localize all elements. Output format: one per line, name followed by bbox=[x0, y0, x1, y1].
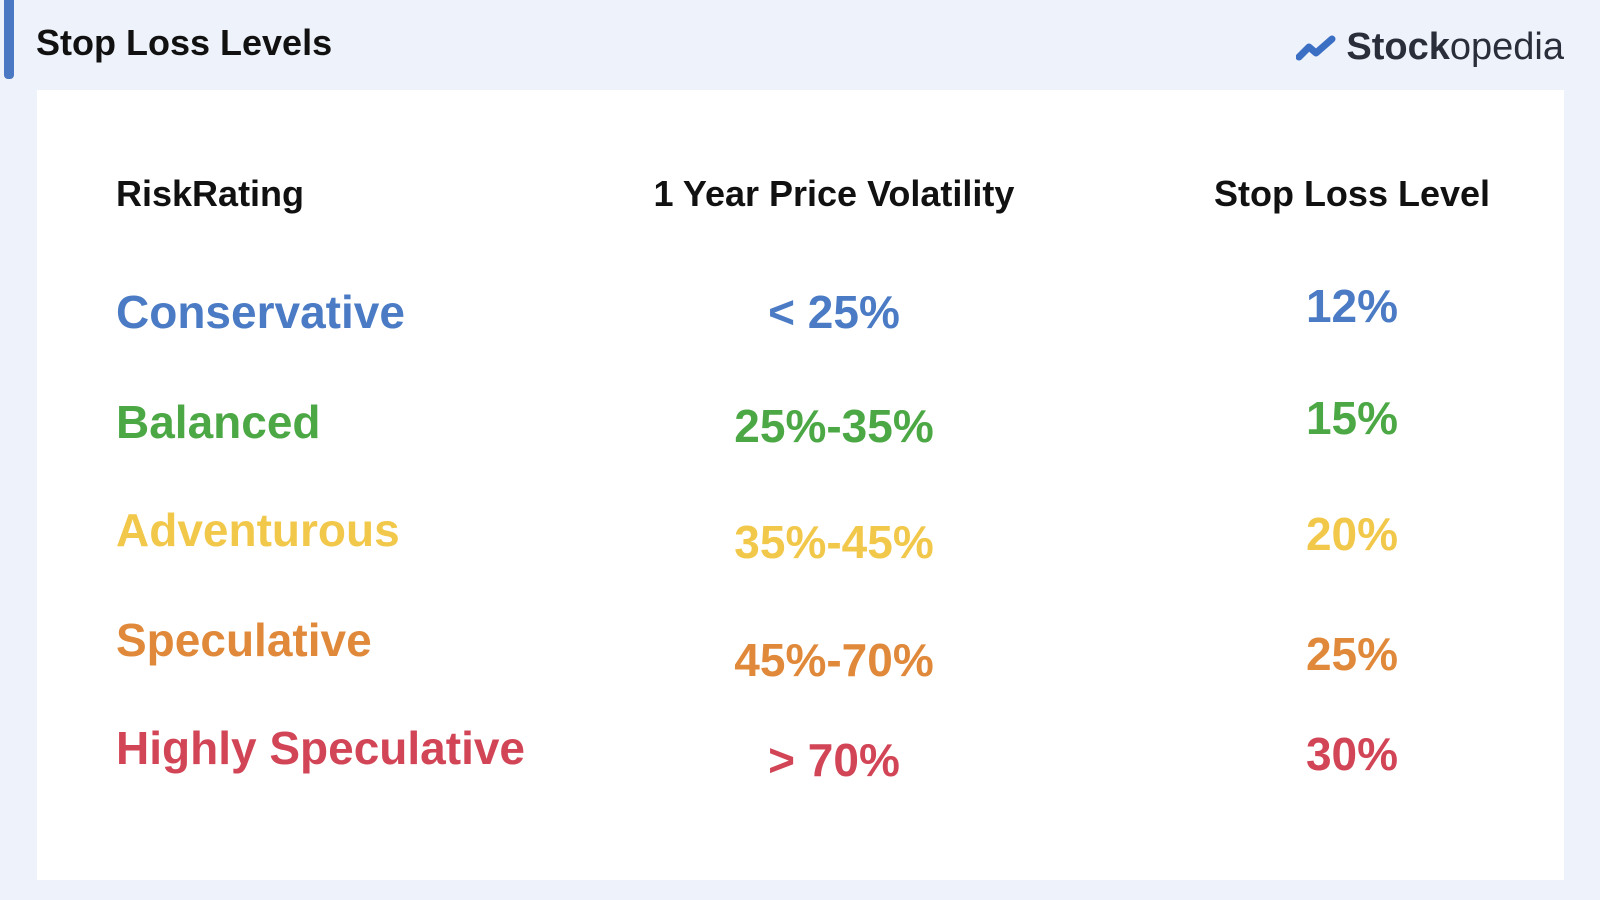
brand-bold: Stock bbox=[1346, 26, 1450, 68]
risk-rating: Balanced bbox=[116, 396, 321, 448]
accent-bar bbox=[4, 0, 14, 79]
volatility: 35%-45% bbox=[734, 516, 934, 568]
logo-icon bbox=[1296, 35, 1336, 60]
risk-rating: Conservative bbox=[116, 286, 405, 338]
risk-rating: Adventurous bbox=[116, 504, 400, 556]
volatility: 45%-70% bbox=[734, 634, 934, 686]
stop-loss: 25% bbox=[1305, 628, 1399, 680]
column-header: RiskRating bbox=[116, 173, 305, 214]
stop-loss: 30% bbox=[1305, 728, 1399, 780]
stop-loss: 12% bbox=[1305, 280, 1399, 332]
brand-logo: Stock opedia bbox=[1296, 26, 1564, 69]
column-header: Stop Loss Level bbox=[1213, 173, 1491, 214]
stop-loss: 20% bbox=[1305, 508, 1399, 560]
stop-loss: 15% bbox=[1305, 392, 1399, 444]
risk-rating: Highly Speculative bbox=[116, 722, 526, 774]
risk-rating: Speculative bbox=[116, 614, 372, 666]
title: Stop Loss Levels bbox=[36, 22, 333, 63]
volatility: < 25% bbox=[768, 286, 900, 338]
brand-light: opedia bbox=[1449, 26, 1564, 68]
volatility: > 70% bbox=[768, 734, 900, 786]
volatility: 25%-35% bbox=[734, 400, 934, 452]
table-panel: RiskRating 1 Year Price Volatility Stop Lo… bbox=[37, 90, 1564, 880]
column-header: 1 Year Price Volatility bbox=[653, 173, 1015, 214]
